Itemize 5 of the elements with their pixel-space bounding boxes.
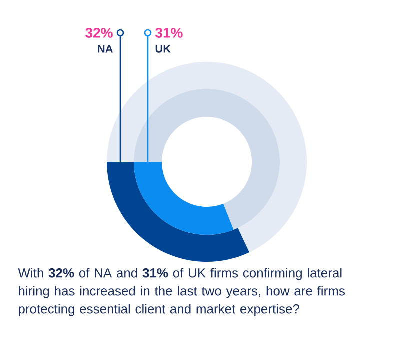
text: With 32% of NA and 31% of UK firms confirming lateral hiring has increased in the last two years, how are firms protecting essential client and market expertise? (18, 268, 345, 316)
legend-label: NA (98, 45, 114, 53)
legend-label: UK (156, 45, 171, 53)
data-label: 31% (156, 28, 183, 38)
data-label: 32% (86, 28, 113, 38)
